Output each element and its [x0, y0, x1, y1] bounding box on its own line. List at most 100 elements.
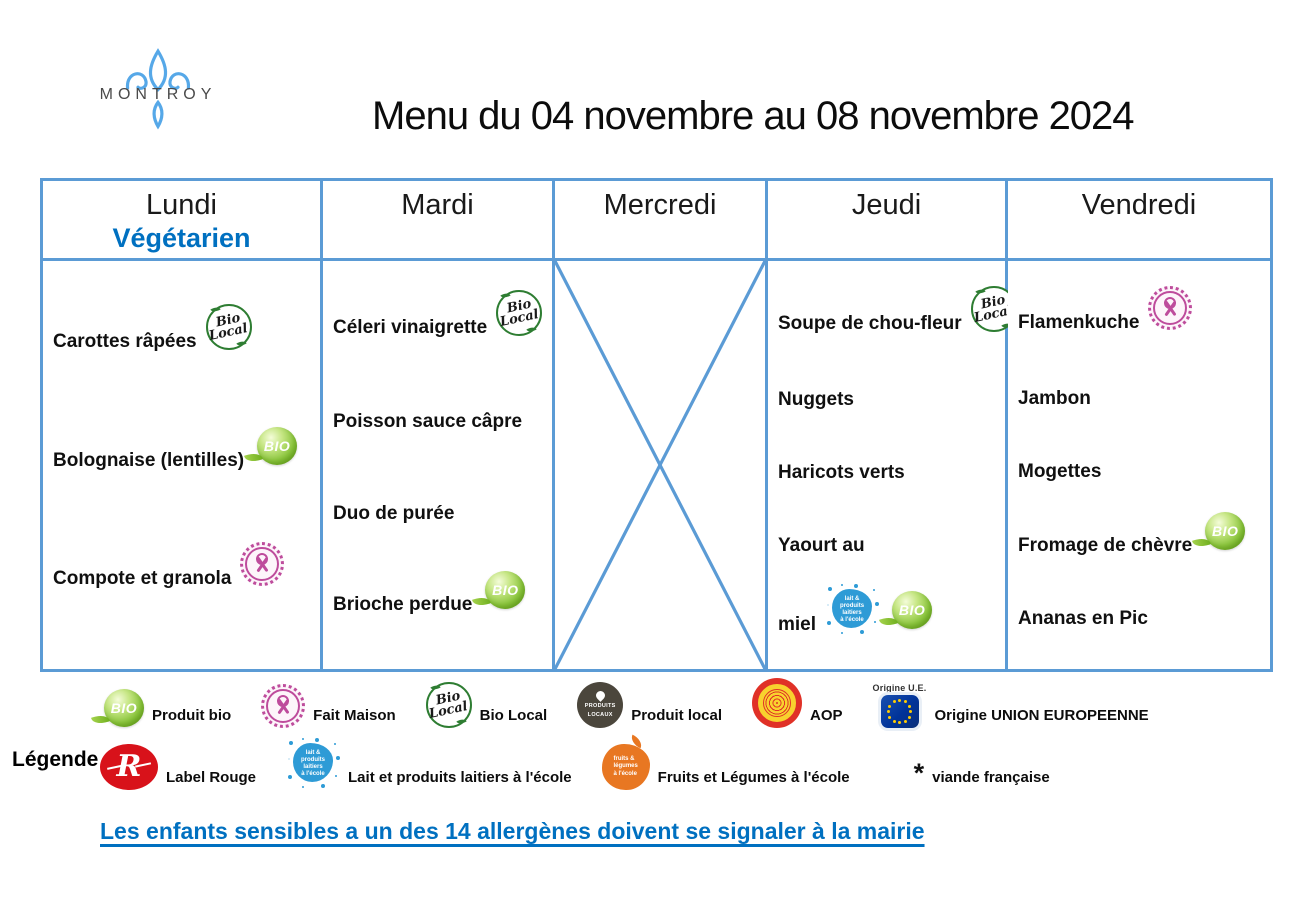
- eu-star: [892, 700, 896, 704]
- crossed-out-mark: [555, 261, 765, 669]
- produit-local-text: PRODUITS: [584, 703, 616, 710]
- eu-star: [898, 721, 901, 724]
- menu-item: Duo de purée: [333, 494, 548, 534]
- menu-item-label: Nuggets: [778, 389, 854, 410]
- legend-entry-produit-local: PRODUITS LOCAUX Produit local: [577, 682, 722, 728]
- menu-item-label: Carottes râpées: [53, 331, 197, 352]
- day-name: Mardi: [401, 189, 474, 221]
- label-rouge-letter: R: [116, 749, 142, 784]
- legend-entry-aop: AOP: [752, 678, 843, 728]
- day-column-mercredi: [555, 261, 768, 669]
- menu-item-label: Fromage de chèvre: [1018, 534, 1193, 556]
- menu-item-label: Soupe de chou-fleur: [778, 313, 962, 334]
- legend-label: Origine UNION EUROPEENNE: [934, 707, 1149, 724]
- legend-entry-lait-ecole: lait & produits laitiers à l'école Lait et p…: [286, 738, 572, 790]
- menu-item-label: Duo de purée: [333, 502, 455, 524]
- bio-local-icon: Bio Local: [496, 290, 543, 336]
- bio-icon: BIO: [1201, 511, 1246, 551]
- menu-item: Bolognaise (lentilles) BIO: [53, 427, 316, 481]
- page-title: Menu du 04 novembre au 08 novembre 2024: [372, 94, 1135, 138]
- logo-text: MONTROY: [99, 86, 217, 103]
- bio-local-icon: Bio Local: [425, 682, 472, 728]
- day-header-jeudi: Jeudi: [768, 181, 1008, 261]
- day-column-lundi: Carottes râpées Bio Local Bolognaise (lenti…: [43, 261, 323, 669]
- day-column-mardi: Céleri vinaigrette Bio Local Poisson sauce …: [323, 261, 555, 669]
- lait-ecole-text: lait & produits laitiers à l'école: [840, 595, 865, 624]
- menu-item: Compote et granola: [53, 542, 316, 601]
- day-column-jeudi: Soupe de chou-fleur Bio Local Nuggets Harico…: [768, 261, 1017, 669]
- origine-ue-caption: Origine U.E.: [872, 683, 927, 693]
- legend-entry-label-rouge: R Label Rouge: [100, 744, 256, 790]
- bio-icon: BIO: [253, 426, 298, 466]
- lait-ecole-icon: lait & produits laitiers à l'école: [825, 584, 879, 636]
- menu-item-label: Brioche perdue: [333, 593, 473, 615]
- eu-star: [888, 704, 892, 708]
- fait-maison-icon: [240, 542, 285, 586]
- legend-entry-bio: BIO Produit bio: [100, 688, 231, 728]
- menu-item-label: Bolognaise (lentilles): [53, 450, 245, 471]
- eu-star: [907, 704, 911, 708]
- legend-label: viande française: [932, 769, 1050, 786]
- menu-item-label: Céleri vinaigrette: [333, 317, 488, 338]
- menu-item-label: Haricots verts: [778, 462, 905, 483]
- day-header-lundi: Lundi Végétarien: [43, 181, 323, 261]
- menu-item-label: Jambon: [1018, 387, 1091, 409]
- menu-item: Soupe de chou-fleur Bio Local: [778, 286, 1017, 347]
- menu-item: Jambon: [1018, 379, 1266, 419]
- legend-entry-fruits-ecole: fruits & légumes à l'école Fruits et Légume…: [601, 744, 850, 790]
- menu-item: Brioche perdue BIO: [333, 570, 548, 625]
- menu-item: Céleri vinaigrette Bio Local: [333, 290, 548, 351]
- legend: Légende BIO Produit bio Fait Maison Bio Loca…: [0, 678, 1308, 790]
- eu-star: [898, 699, 901, 702]
- bio-badge-text: BIO: [892, 591, 933, 629]
- eu-star: [907, 715, 911, 719]
- legend-label: Bio Local: [479, 707, 548, 724]
- menu-item-label: Flamenkuche: [1018, 312, 1140, 333]
- day-column-vendredi: Flamenkuche Jambon Mogettes Fromage de chèv…: [1008, 261, 1270, 669]
- day-name: Lundi: [146, 189, 217, 221]
- bio-badge-text: BIO: [1205, 511, 1246, 550]
- legend-title: Légende: [12, 748, 99, 771]
- legend-entry-bio-local: Bio Local Bio Local: [425, 682, 548, 728]
- bio-icon: BIO: [888, 590, 933, 630]
- menu-item-label: Mogettes: [1018, 461, 1102, 482]
- menu-item: Mogettes: [1018, 452, 1266, 492]
- bio-icon: BIO: [481, 570, 526, 610]
- bio-local-text: Local: [427, 699, 470, 722]
- fruits-ecole-icon: fruits & légumes à l'école: [601, 744, 650, 790]
- fleur-de-lis-icon: [125, 48, 191, 130]
- bio-icon: BIO: [100, 688, 144, 728]
- menu-item-label: miel: [778, 614, 817, 635]
- allergen-notice-link[interactable]: Les enfants sensibles a un des 14 allerg…: [100, 818, 925, 844]
- eu-star: [892, 719, 896, 723]
- menu-item: Haricots verts: [778, 453, 1001, 493]
- menu-item-label: Compote et granola: [53, 568, 232, 589]
- menu-item: Fromage de chèvre BIO: [1018, 511, 1266, 566]
- menu-item: Nuggets: [778, 380, 1001, 420]
- fruits-ecole-text: fruits & légumes à l'école: [613, 755, 638, 777]
- legend-entry-asterisk: * viande française: [914, 760, 1050, 790]
- lait-ecole-icon: lait & produits laitiers à l'école: [286, 738, 340, 790]
- bio-badge-text: BIO: [257, 427, 298, 465]
- day-header-mardi: Mardi: [323, 181, 555, 261]
- bio-local-text: Local: [207, 321, 250, 344]
- bio-local-icon: Bio Local: [205, 304, 252, 350]
- legend-entry-fait-maison: Fait Maison: [261, 684, 396, 728]
- legend-rows: BIO Produit bio Fait Maison Bio Local Bio Loc…: [0, 678, 1308, 790]
- menu-item-label: Yaourt au: [778, 535, 865, 556]
- legend-row: BIO Produit bio Fait Maison Bio Local Bio Loc…: [0, 678, 1308, 728]
- day-name: Mercredi: [603, 189, 717, 221]
- menu-item: miel lait & produits laitiers à l'école BIO: [778, 587, 1001, 651]
- day-name: Jeudi: [851, 189, 922, 221]
- bio-local-text: Local: [498, 307, 540, 330]
- map-pin-icon: [593, 689, 607, 702]
- bio-badge-text: BIO: [485, 570, 526, 609]
- label-rouge-icon: R: [100, 744, 158, 790]
- menu-table: Lundi Végétarien Mardi Mercredi Jeudi Vendred…: [40, 178, 1273, 672]
- menu-item: Carottes râpées Bio Local: [53, 304, 316, 365]
- legend-entry-origine-ue: Origine U.E. Origine UNION EUROPEENNE: [873, 683, 1149, 728]
- legend-label: Label Rouge: [166, 769, 257, 786]
- menu-item: Poisson sauce câpre: [333, 402, 548, 442]
- eu-star: [888, 715, 892, 719]
